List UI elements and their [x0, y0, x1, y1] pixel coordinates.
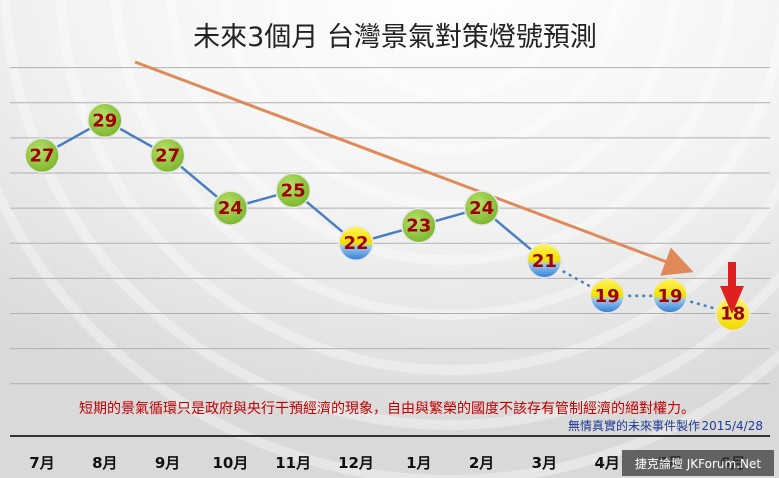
x-tick-label: 2月 [469, 454, 494, 472]
signal-arrow [720, 262, 744, 314]
note-text: 短期的景氣循環只是政府與央行干預經濟的現象，自由與繁榮的國度不該存有管制經濟的絕… [79, 401, 695, 417]
data-label: 19 [595, 286, 620, 307]
date-text: 2015/4/28 [701, 419, 763, 433]
data-label: 23 [406, 216, 431, 237]
data-label: 29 [92, 110, 117, 131]
data-point [526, 243, 563, 279]
series-segment [543, 259, 608, 298]
data-point [149, 137, 186, 174]
data-label: 22 [343, 233, 368, 254]
x-tick-label: 7月 [29, 454, 54, 472]
x-tick-label: 10月 [212, 454, 248, 472]
data-point [24, 137, 60, 174]
chart-title: 未來3個月 台灣景氣對策燈號預測 [193, 22, 597, 53]
data-label: 24 [469, 198, 494, 219]
watermark-text: 捷克論壇 JKForum.Net [635, 456, 761, 471]
x-tick-label: 3月 [532, 454, 557, 472]
data-point [652, 278, 688, 314]
data-label: 27 [155, 145, 180, 166]
x-tick-label: 8月 [92, 454, 117, 472]
data-label: 21 [532, 251, 557, 272]
data-points: 27 29 27 24 25 22 23 24 21 19 19 18 [24, 102, 751, 332]
data-label: 19 [657, 286, 682, 307]
x-tick-label: 9月 [155, 454, 180, 472]
x-tick-label: 4月 [594, 454, 619, 472]
data-point [463, 190, 500, 226]
data-point [401, 207, 437, 244]
data-point [87, 102, 123, 139]
data-point [589, 278, 625, 314]
watermark-bg [622, 450, 774, 476]
data-label: 24 [218, 198, 243, 219]
x-tick-label: 12月 [338, 454, 374, 472]
data-label: 27 [29, 145, 54, 166]
x-tick-label: 1月 [406, 454, 431, 472]
data-point [275, 172, 311, 209]
trend-arrow [134, 60, 694, 276]
data-point [212, 190, 249, 226]
x-tick-label: 11月 [275, 454, 311, 472]
credit-text: 無情真實的未來事件製作 [568, 418, 700, 433]
data-label: 18 [720, 303, 745, 324]
data-label: 25 [281, 181, 306, 202]
data-point [338, 225, 374, 261]
